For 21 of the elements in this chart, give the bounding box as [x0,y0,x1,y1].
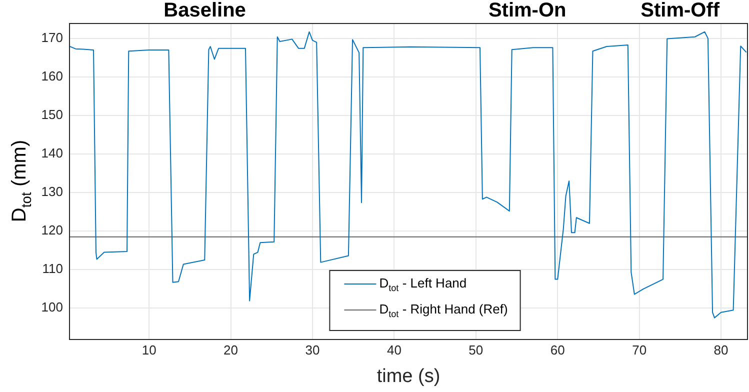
x-tick-label: 60 [550,342,565,358]
x-tick-label: 70 [632,342,647,358]
y-tick-label: 150 [41,107,63,122]
x-tick-label: 50 [468,342,484,358]
y-tick-label: 100 [41,300,63,315]
y-axis-title: Dtot (mm) [8,140,34,222]
y-tick-label: 170 [41,30,63,45]
y-tick-label: 160 [41,68,63,84]
text: Baseline [164,0,246,22]
y-tick-label: 130 [41,184,63,200]
text: Stim-Off [640,0,720,22]
x-tick-label: 30 [305,342,320,358]
x-axis-title: time (s) [376,366,440,387]
y-tick-label: 140 [41,146,63,161]
y-tick-label: 120 [41,222,63,238]
x-tick-label: 20 [224,342,238,358]
text: Stim-On [488,0,566,22]
x-tick-label: 10 [142,342,156,358]
y-tick-label: 110 [42,261,63,276]
x-tick-label: 40 [386,342,402,358]
x-tick-label: 80 [714,342,728,358]
